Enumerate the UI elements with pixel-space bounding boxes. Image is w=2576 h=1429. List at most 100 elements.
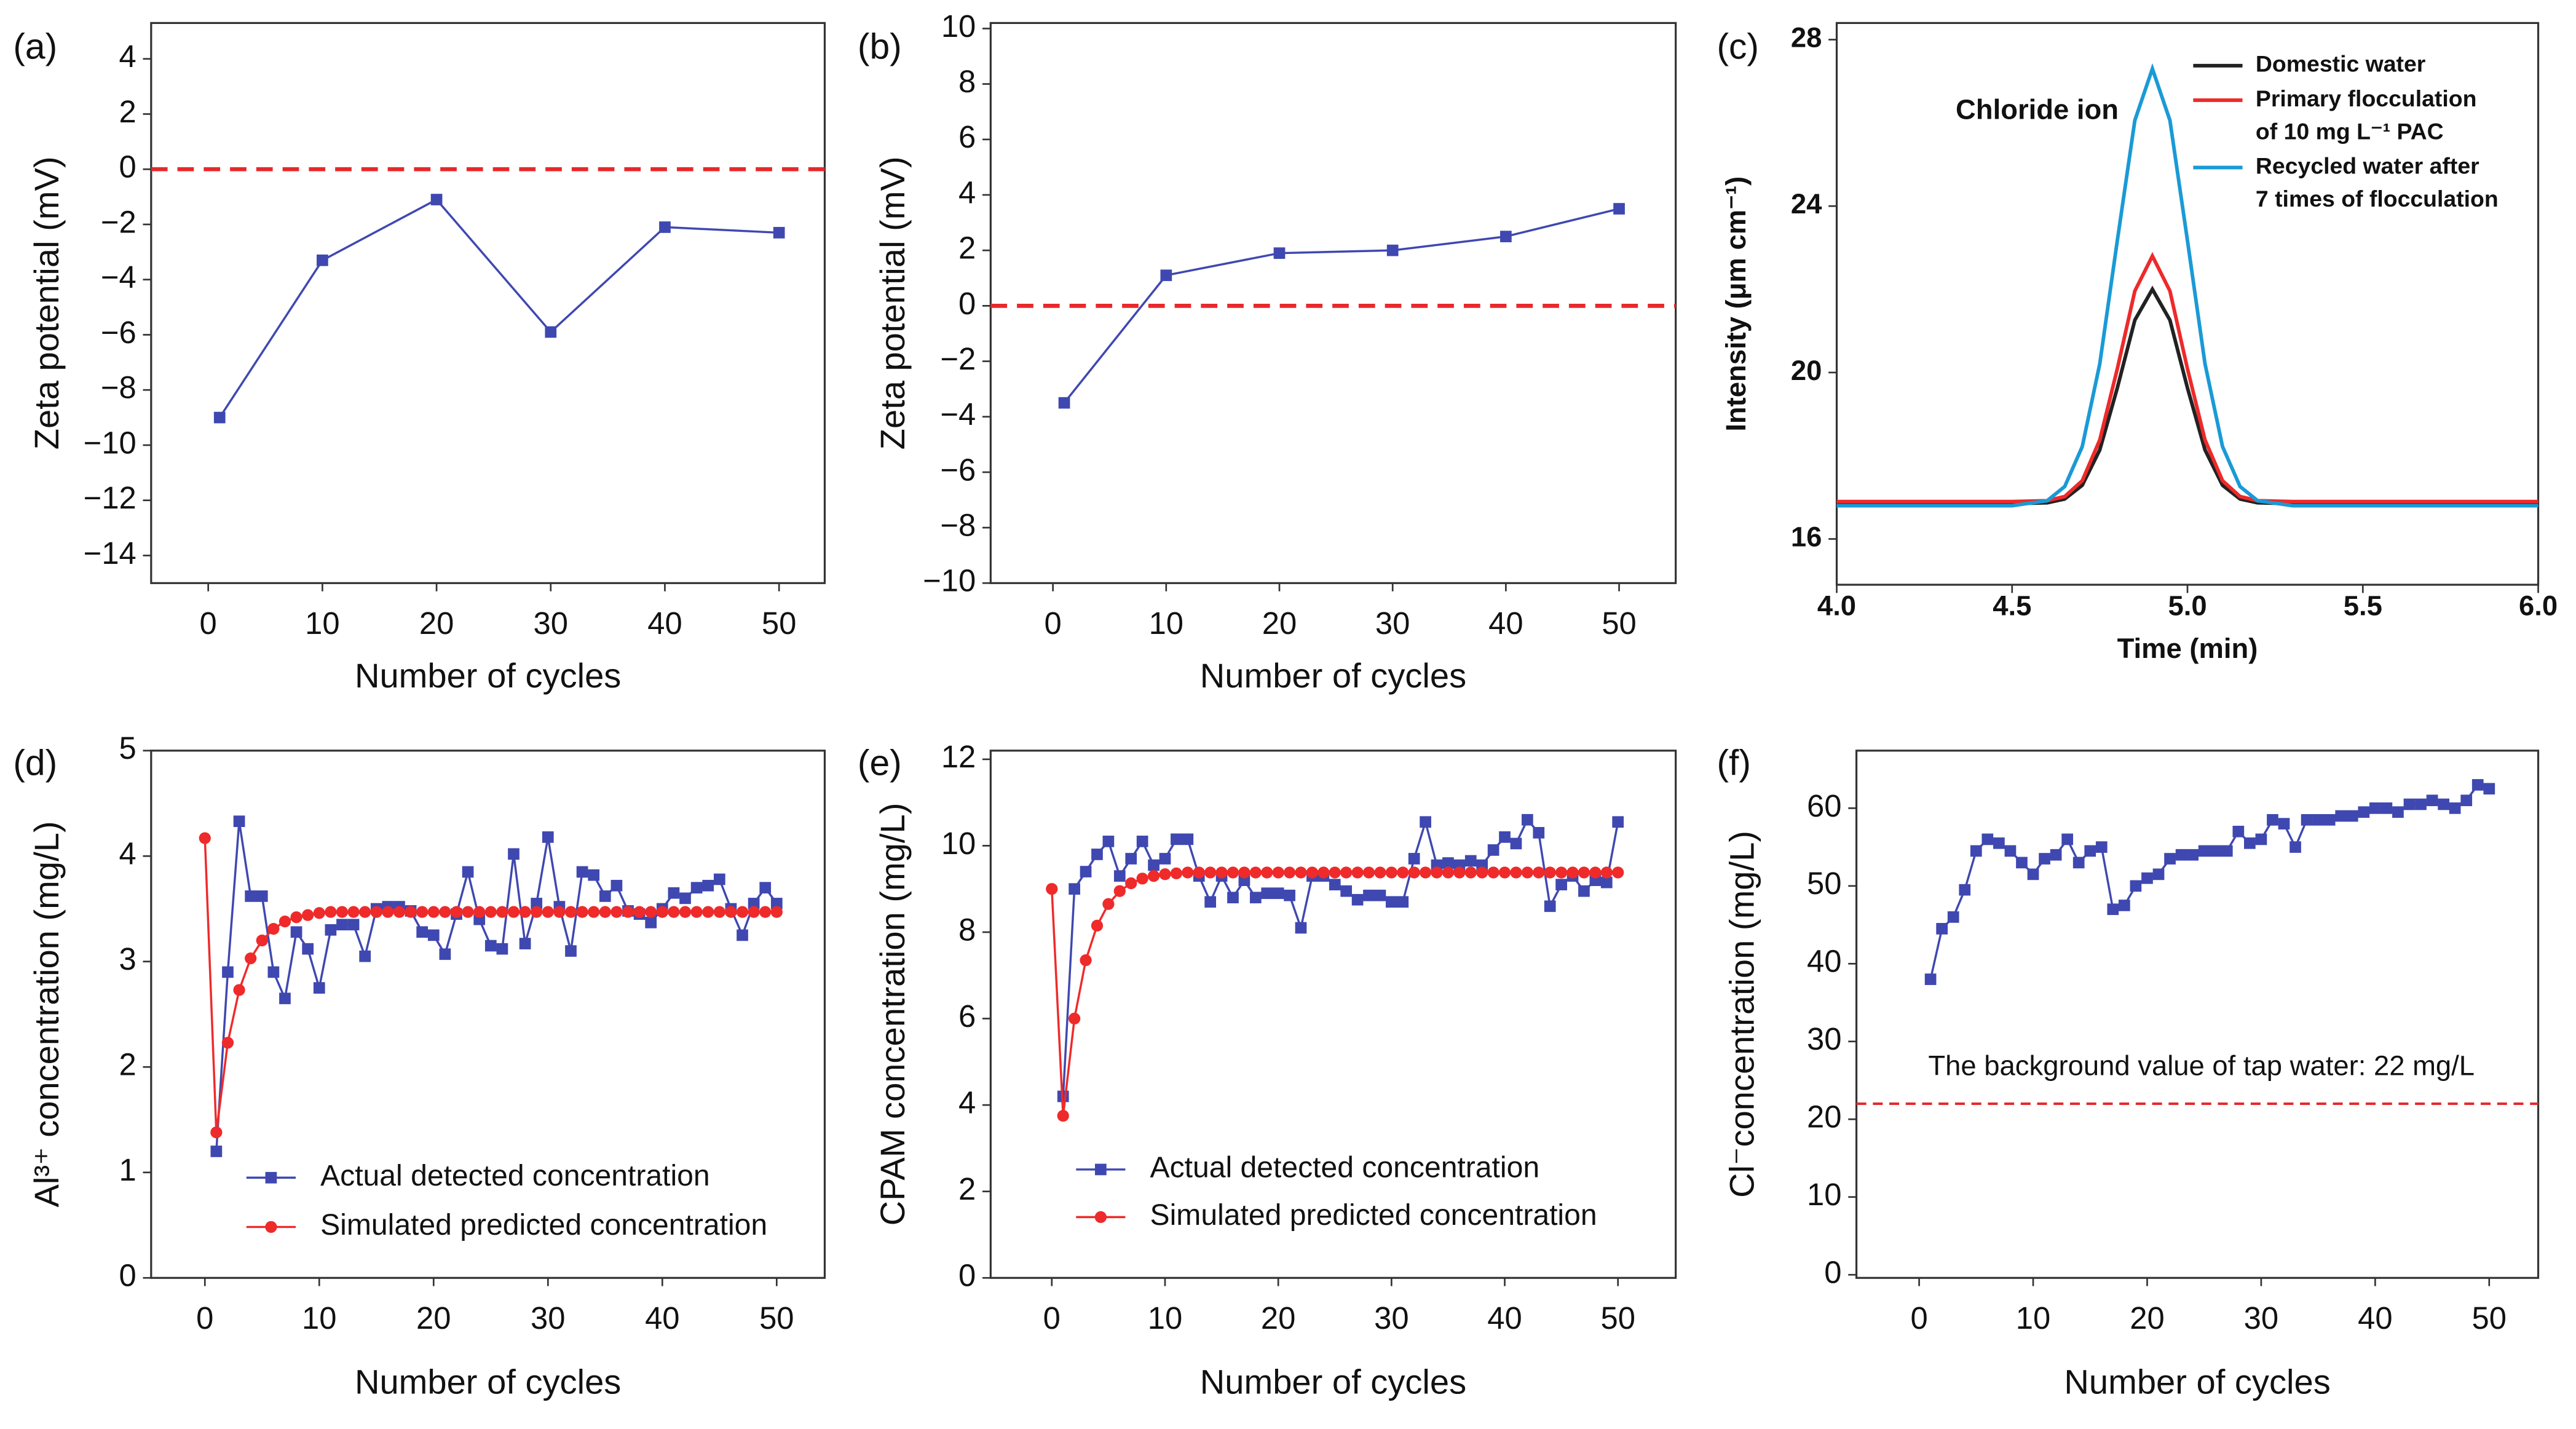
marker (2050, 849, 2062, 861)
marker (2335, 810, 2347, 822)
marker (2152, 868, 2165, 881)
x-axis-label: Number of cycles (1200, 1363, 1466, 1401)
marker (416, 906, 429, 918)
marker (1544, 900, 1556, 912)
marker (1510, 866, 1522, 879)
legend-label: Primary flocculation of 10 mg L⁻¹ PAC (2256, 85, 2477, 144)
y-tick-label: −8 (940, 508, 976, 543)
y-tick-label: 28 (1791, 22, 1822, 53)
marker (656, 906, 668, 918)
marker (545, 326, 557, 338)
marker (2232, 825, 2245, 837)
marker (1510, 837, 1522, 850)
marker (462, 866, 474, 878)
marker (588, 869, 600, 881)
y-axis-label: Intensity (μm cm⁻¹) (1720, 176, 1752, 432)
marker (2107, 903, 2119, 916)
y-tick-label: −10 (84, 425, 136, 460)
marker (427, 929, 440, 941)
marker (1340, 885, 1353, 897)
y-tick-label: −2 (940, 341, 976, 376)
marker (1227, 866, 1239, 879)
marker (519, 938, 531, 949)
marker (713, 906, 725, 918)
marker (1182, 866, 1194, 879)
marker (507, 906, 520, 918)
marker (759, 906, 772, 918)
x-axis-label: Time (min) (2117, 633, 2258, 664)
marker (2027, 868, 2039, 881)
x-tick-label: 20 (1262, 606, 1297, 641)
panel-label: (c) (1717, 27, 1759, 67)
marker (2175, 849, 2187, 861)
marker (359, 950, 371, 962)
marker (1113, 885, 1126, 897)
x-tick-label: 40 (645, 1300, 679, 1336)
x-tick-label: 0 (1910, 1300, 1927, 1336)
marker (2403, 798, 2416, 810)
y-tick-label: 4 (958, 1085, 976, 1120)
series-line (1929, 783, 2490, 980)
marker (2141, 872, 2153, 884)
marker (279, 992, 291, 1005)
marker (622, 906, 634, 918)
marker (2210, 845, 2222, 857)
plot-frame (150, 750, 826, 1279)
marker (325, 924, 337, 936)
marker (1959, 884, 1971, 896)
marker (1408, 866, 1420, 879)
marker (462, 906, 474, 918)
y-tick-label: −14 (84, 536, 136, 571)
legend-label: Domestic water (2256, 51, 2425, 77)
marker (1170, 867, 1183, 879)
y-tick-label: −10 (923, 563, 976, 598)
marker (610, 879, 623, 892)
marker (1295, 866, 1307, 879)
y-tick-label: −4 (101, 259, 136, 295)
marker (233, 815, 245, 828)
marker (576, 906, 588, 918)
y-axis-label: Cl⁻concentration (mg/L) (1723, 831, 1761, 1198)
marker (2426, 794, 2438, 807)
x-tick-label: 5.5 (2344, 590, 2382, 621)
marker (1612, 866, 1624, 879)
marker (508, 848, 520, 860)
marker (1261, 866, 1273, 879)
panel-label: (f) (1717, 743, 1750, 783)
y-tick-label: 24 (1791, 188, 1822, 220)
marker (645, 916, 657, 928)
y-tick-label: 10 (941, 9, 976, 44)
y-tick-label: 2 (958, 231, 976, 266)
marker (773, 227, 785, 239)
marker (2471, 779, 2484, 791)
marker (748, 906, 760, 918)
marker (1147, 869, 1160, 882)
marker (302, 909, 314, 921)
marker (439, 948, 451, 960)
marker (1204, 896, 1216, 908)
marker (1612, 816, 1624, 828)
marker (370, 906, 382, 918)
x-tick-label: 4.0 (1817, 590, 1856, 621)
marker (1464, 855, 1477, 867)
marker (748, 898, 760, 909)
marker (233, 984, 245, 996)
x-tick-label: 30 (1375, 606, 1410, 641)
x-tick-label: 0 (1043, 1300, 1061, 1336)
x-tick-label: 20 (419, 606, 454, 641)
marker (1272, 887, 1284, 900)
legend-label: Simulated predicted concentration (1150, 1198, 1597, 1232)
y-tick-label: −8 (101, 370, 136, 405)
marker (1970, 845, 1982, 857)
y-tick-label: 0 (119, 149, 136, 184)
x-tick-label: 10 (302, 1300, 336, 1336)
y-tick-label: 8 (958, 912, 976, 947)
marker (2061, 833, 2074, 845)
marker (1182, 833, 1194, 845)
marker (222, 966, 234, 978)
marker (1284, 889, 1295, 901)
marker (1453, 866, 1466, 879)
marker (1420, 816, 1431, 828)
marker (496, 906, 508, 918)
marker (427, 906, 440, 918)
